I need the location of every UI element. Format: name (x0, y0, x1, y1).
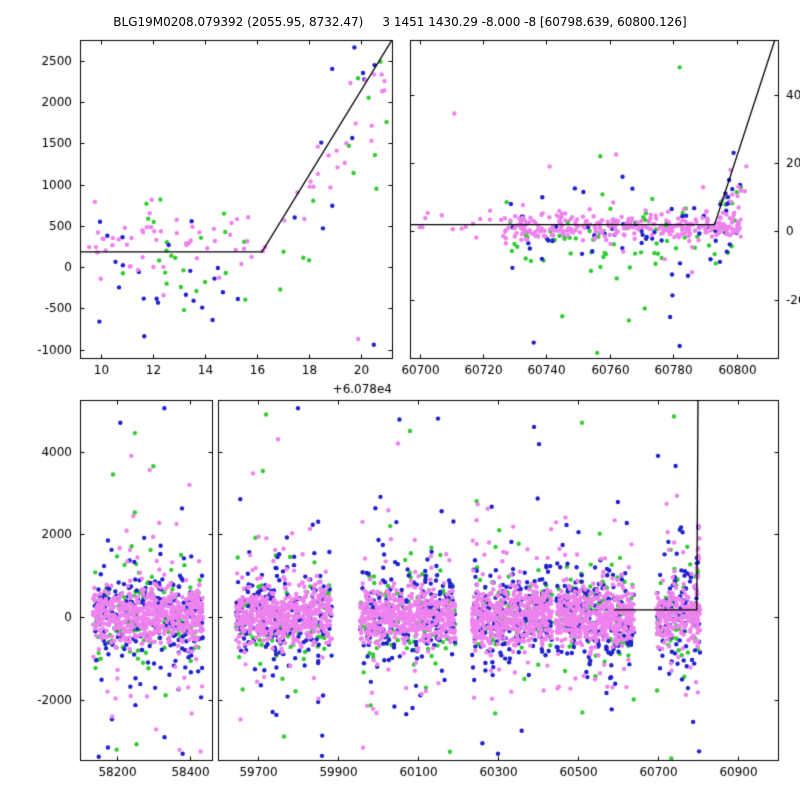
figure-title: BLG19M0208.079392 (2055.95, 8732.47) 3 1… (113, 15, 687, 29)
